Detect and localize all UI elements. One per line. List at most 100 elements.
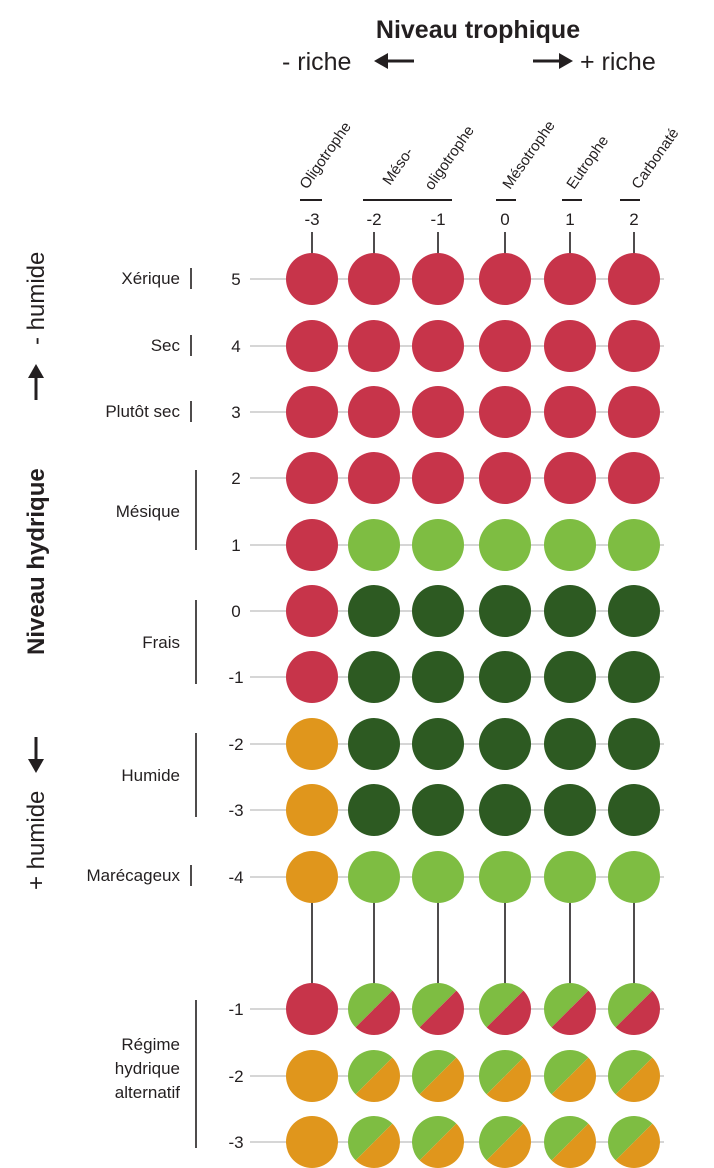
column-value: 2 — [629, 210, 638, 229]
hydric-axis: - humide Niveau hydrique + humide — [23, 252, 50, 890]
matrix-dot — [412, 452, 464, 504]
left-arrow-icon — [374, 53, 414, 69]
matrix-dot — [544, 253, 596, 305]
row-value: -4 — [228, 868, 243, 887]
hydric-more-label: + humide — [23, 791, 50, 890]
matrix-dot — [348, 851, 400, 903]
label-humide: Humide — [121, 766, 180, 785]
column-label-carbonate: Carbonaté — [628, 125, 682, 192]
matrix-dot — [286, 253, 338, 305]
matrix-dot — [348, 386, 400, 438]
matrix-dot — [544, 718, 596, 770]
matrix-dot — [348, 519, 400, 571]
column-label-mesotrophe: Mésotrophe — [499, 118, 558, 193]
matrix-dot — [348, 253, 400, 305]
matrix-dot-half — [411, 1050, 457, 1095]
matrix-dot — [348, 718, 400, 770]
row-value: -3 — [228, 1133, 243, 1152]
matrix-dot-half — [411, 982, 457, 1028]
trophic-more-label: + riche — [580, 48, 656, 76]
matrix-dot — [348, 585, 400, 637]
up-arrow-icon — [28, 364, 44, 400]
matrix-dot — [608, 784, 660, 836]
matrix-dot-half — [419, 1123, 464, 1168]
matrix-dot — [479, 784, 531, 836]
matrix-dot-half — [608, 1050, 653, 1095]
matrix-dot — [608, 651, 660, 703]
matrix-dot-half — [551, 1123, 596, 1168]
column-value: -3 — [304, 210, 319, 229]
matrix-dot — [479, 452, 531, 504]
matrix-dot — [608, 718, 660, 770]
matrix-dot-half — [419, 1057, 464, 1102]
label-regime-3: alternatif — [115, 1083, 180, 1102]
matrix-dot-half — [486, 1057, 531, 1102]
matrix-dot — [544, 320, 596, 372]
matrix-dot — [608, 253, 660, 305]
column-label-oligotrophe: Oligotrophe — [296, 119, 354, 192]
matrix-dot-half — [551, 1057, 596, 1102]
hydric-less-label: - humide — [23, 252, 50, 345]
column-label-oligotrophe-2: oligotrophe — [421, 123, 478, 194]
matrix-dot — [412, 253, 464, 305]
row-value: 0 — [231, 602, 240, 621]
matrix-dot — [544, 519, 596, 571]
matrix-dot-half — [419, 990, 464, 1035]
matrix-dot — [479, 585, 531, 637]
row-value: 4 — [231, 337, 240, 356]
matrix-dot — [479, 386, 531, 438]
right-arrow-icon — [533, 53, 573, 69]
matrix-dot-half — [615, 990, 661, 1035]
matrix-dot — [412, 519, 464, 571]
matrix-dot — [544, 784, 596, 836]
matrix-dot — [608, 452, 660, 504]
label-xerique: Xérique — [121, 269, 180, 288]
matrix-dot-half — [355, 990, 401, 1036]
matrix-dot-half — [486, 990, 531, 1035]
dot-matrix — [286, 253, 661, 1168]
matrix-dot — [286, 983, 338, 1035]
matrix-dot — [286, 452, 338, 504]
label-regime-1: Régime — [121, 1035, 180, 1054]
matrix-dot — [348, 320, 400, 372]
matrix-dot — [348, 452, 400, 504]
matrix-dot — [608, 519, 660, 571]
matrix-dot-half — [479, 1116, 524, 1161]
matrix-dot — [348, 784, 400, 836]
matrix-dot — [479, 253, 531, 305]
row-value: 5 — [231, 270, 240, 289]
column-value: 1 — [565, 210, 574, 229]
group-labels: Xérique Sec Plutôt sec Mésique Frais Hum… — [86, 268, 197, 1148]
matrix-dot — [544, 386, 596, 438]
row-value: -3 — [228, 801, 243, 820]
row-values: 5 4 3 2 1 0 -1 -2 -3 -4 -1 -2 -3 — [228, 270, 243, 1152]
matrix-dot — [286, 585, 338, 637]
matrix-dot — [286, 519, 338, 571]
matrix-dot — [544, 651, 596, 703]
matrix-dot-half — [412, 1116, 457, 1161]
hydric-axis-title: Niveau hydrique — [23, 468, 50, 655]
matrix-dot — [286, 1116, 338, 1168]
matrix-dot-half — [543, 982, 589, 1028]
matrix-dot — [286, 1050, 338, 1102]
column-value: -1 — [430, 210, 445, 229]
matrix-dot — [412, 585, 464, 637]
matrix-dot-half — [355, 1057, 401, 1103]
matrix-dot-half — [615, 1057, 661, 1102]
matrix-dot — [608, 386, 660, 438]
matrix-dot-half — [355, 1123, 400, 1168]
matrix-dot — [479, 320, 531, 372]
matrix-dot — [608, 585, 660, 637]
matrix-dot — [286, 651, 338, 703]
matrix-dot — [544, 452, 596, 504]
label-regime-2: hydrique — [115, 1059, 180, 1078]
row-value: 2 — [231, 469, 240, 488]
matrix-dot — [412, 718, 464, 770]
matrix-dot-half — [608, 1116, 653, 1161]
matrix-dot — [348, 651, 400, 703]
row-value: -2 — [228, 1067, 243, 1086]
column-label-eutrophe: Eutrophe — [563, 133, 612, 193]
column-label-meso: Méso- — [379, 144, 417, 188]
matrix-dot — [608, 320, 660, 372]
matrix-dot — [479, 651, 531, 703]
